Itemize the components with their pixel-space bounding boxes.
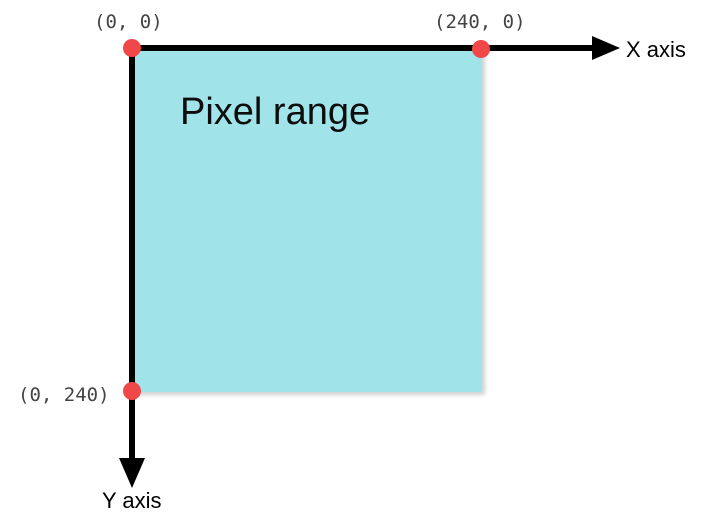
x-end-point bbox=[472, 40, 490, 58]
y-axis-label: Y axis bbox=[102, 488, 162, 513]
x-end-coord-label: (240, 0) bbox=[434, 11, 526, 33]
x-axis-label: X axis bbox=[626, 37, 686, 62]
origin-coord-label: (0, 0) bbox=[94, 11, 163, 33]
pixel-range-region bbox=[132, 48, 482, 392]
y-end-point bbox=[123, 382, 141, 400]
y-axis-arrowhead bbox=[119, 458, 145, 488]
region-title: Pixel range bbox=[180, 91, 370, 133]
origin-point bbox=[123, 39, 141, 57]
x-axis-arrowhead bbox=[592, 36, 620, 60]
y-end-coord-label: (0, 240) bbox=[18, 384, 110, 406]
